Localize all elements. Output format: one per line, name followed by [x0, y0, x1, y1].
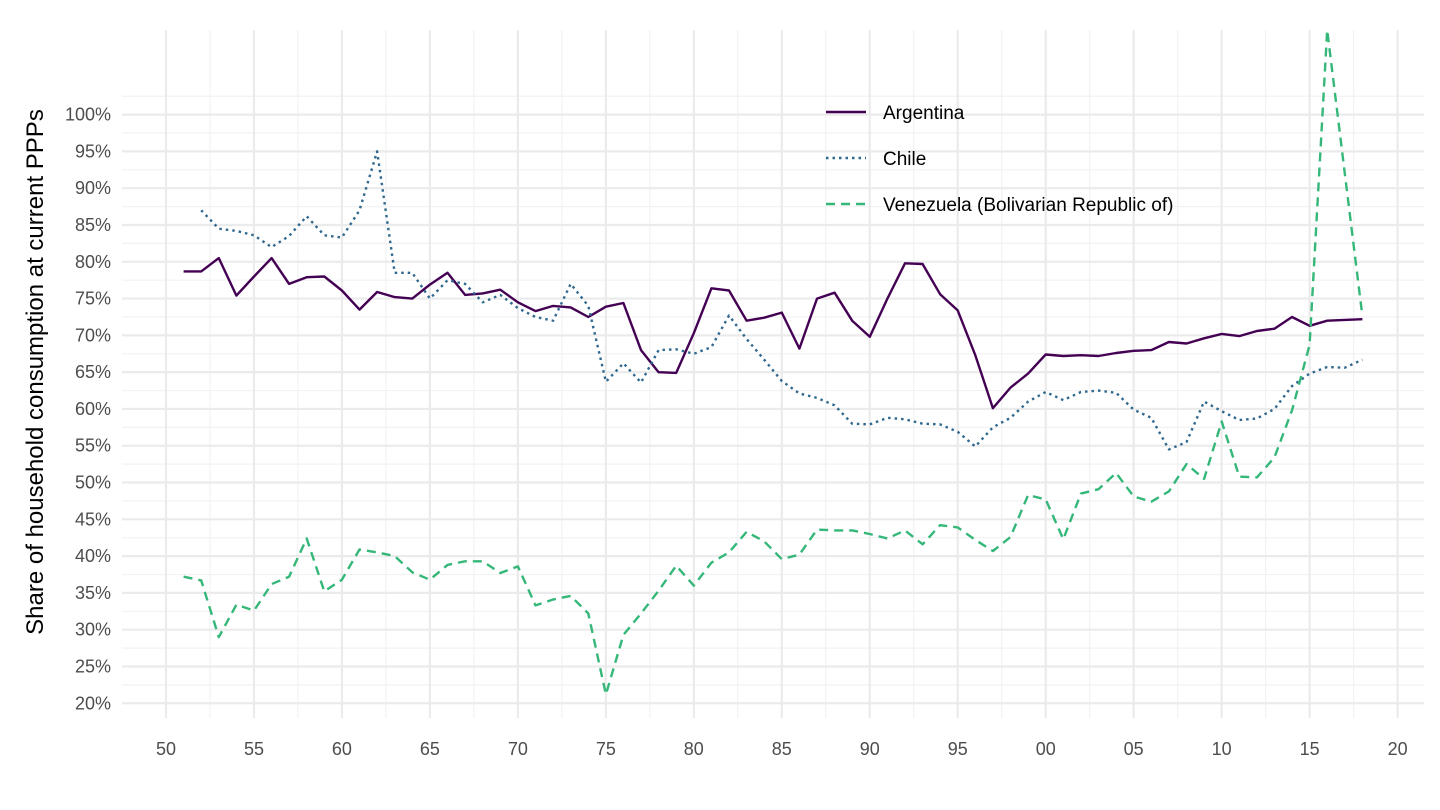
x-tick-label: 60	[332, 739, 352, 759]
x-tick-label: 75	[596, 739, 616, 759]
legend-label-3: Venezuela (Bolivarian Republic of)	[883, 195, 1173, 216]
y-tick-label: 100%	[65, 105, 111, 125]
y-tick-label: 30%	[75, 620, 111, 640]
y-tick-label: 95%	[75, 141, 111, 161]
series-line-1	[183, 256, 1363, 410]
y-tick-label: 60%	[75, 399, 111, 419]
series-lines	[183, 28, 1364, 696]
x-tick-label: 20	[1388, 739, 1408, 759]
x-tick-label: 90	[860, 739, 880, 759]
x-tick-label: 95	[948, 739, 968, 759]
x-tick-label: 05	[1124, 739, 1144, 759]
x-axis-tick-labels: 50 55 60 65 70 75 80 85 90 95 00 05 10 15 20	[156, 739, 1408, 759]
y-tick-label: 50%	[75, 473, 111, 493]
y-tick-label: 55%	[75, 436, 111, 456]
y-tick-label: 45%	[75, 509, 111, 529]
x-tick-label: 80	[684, 739, 704, 759]
y-tick-label: 90%	[75, 178, 111, 198]
x-tick-label: 15	[1300, 739, 1320, 759]
x-tick-label: 65	[420, 739, 440, 759]
y-tick-label: 25%	[75, 656, 111, 676]
x-tick-label: 55	[244, 739, 264, 759]
x-tick-label: 10	[1212, 739, 1232, 759]
legend: Argentina Chile Venezuela (Bolivarian Repu…	[826, 103, 1173, 216]
legend-label-1: Argentina	[883, 103, 965, 124]
x-tick-label: 70	[508, 739, 528, 759]
x-tick-label: 50	[156, 739, 176, 759]
x-tick-label: 00	[1036, 739, 1056, 759]
y-axis-tick-labels: 20% 25% 30% 35% 40% 45% 50% 55% 60% 65% 70% 75% 80% 8…	[65, 105, 111, 714]
series-line-2	[200, 150, 1363, 451]
y-tick-label: 80%	[75, 252, 111, 272]
y-tick-label: 35%	[75, 583, 111, 603]
y-tick-label: 40%	[75, 546, 111, 566]
minor-gridlines	[122, 30, 1424, 718]
y-tick-label: 85%	[75, 215, 111, 235]
y-tick-label: 20%	[75, 693, 111, 713]
series-line-3	[183, 28, 1364, 696]
y-tick-label: 75%	[75, 289, 111, 309]
major-gridlines	[122, 30, 1424, 718]
y-tick-label: 70%	[75, 325, 111, 345]
legend-label-2: Chile	[883, 149, 926, 170]
y-tick-label: 65%	[75, 362, 111, 382]
x-tick-label: 85	[772, 739, 792, 759]
y-axis-title: Share of household consumption at curren…	[22, 109, 49, 635]
